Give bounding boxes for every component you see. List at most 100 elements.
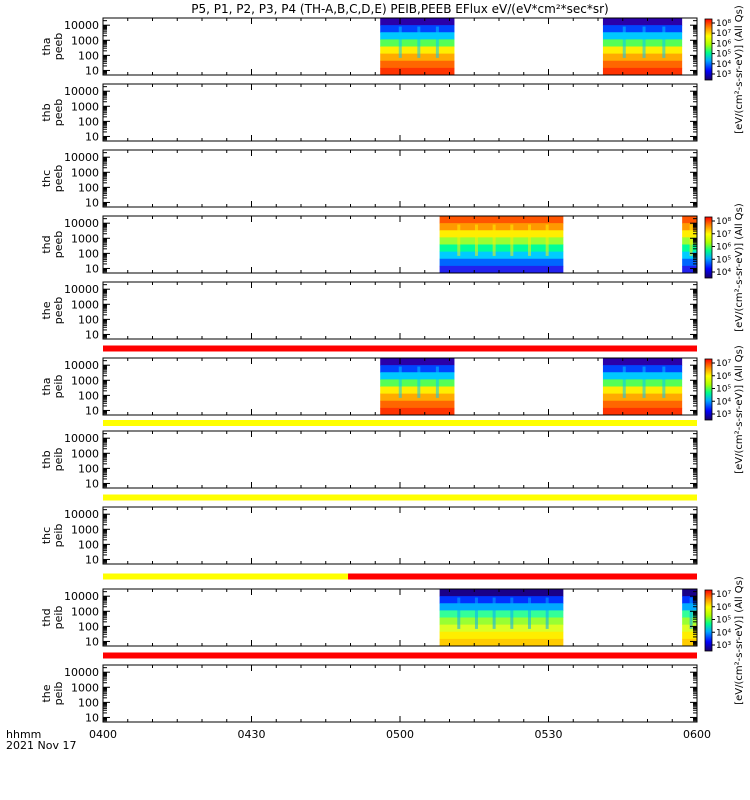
y-tick-label: 100: [78, 620, 99, 633]
spectrogram-streak: [457, 224, 461, 256]
y-tick-label: 10000: [64, 590, 99, 603]
colorbar-tick-label: 10³: [716, 641, 731, 651]
y-tick-label: 10: [85, 262, 99, 275]
panel-frame: [102, 149, 698, 208]
colorbar-tick-label: 10⁴: [716, 628, 731, 638]
panel-label: thdpeeb: [40, 231, 65, 259]
spectrogram-streak: [689, 224, 693, 256]
spectrogram-streak: [417, 366, 421, 398]
spectrogram-band: [439, 617, 564, 626]
status-bar-segment: [103, 420, 697, 426]
y-tick-label: 100: [78, 49, 99, 62]
colorbar-tick-label: 10⁷: [716, 29, 731, 39]
spectrogram-band: [380, 60, 455, 69]
spectrogram-streak: [545, 597, 549, 629]
spectrogram-band: [439, 258, 564, 267]
panel-frame: [102, 215, 698, 274]
product-label: peib: [52, 682, 65, 706]
y-tick-label: 1000: [71, 605, 99, 618]
colorbar-tick-label: 10⁵: [716, 255, 731, 265]
panel-frame: [102, 506, 698, 565]
colorbar-tick-label: 10⁷: [716, 230, 731, 240]
spectrogram-streak: [398, 366, 402, 398]
spectrogram-band: [439, 216, 564, 224]
x-tick-label: 0430: [238, 728, 266, 741]
product-label: peeb: [52, 99, 65, 127]
product-label: peib: [52, 524, 65, 548]
colorbar-tick-label: 10³: [716, 410, 731, 420]
product-label: peeb: [52, 33, 65, 61]
spectrogram-band: [380, 400, 455, 409]
spectrogram-band: [682, 589, 697, 597]
probe-label: the: [40, 301, 53, 319]
spectrogram-band: [439, 223, 564, 231]
y-tick-label: 10000: [64, 666, 99, 679]
spectrogram-streak: [662, 366, 666, 398]
panel-frame: [102, 281, 698, 340]
x-tick-label: 0600: [683, 728, 711, 741]
colorbar: [704, 589, 713, 652]
colorbar-tick-label: 10⁶: [716, 243, 731, 253]
status-bar-segment: [103, 652, 697, 659]
probe-label: tha: [40, 37, 53, 55]
colorbar-tick-label: 10⁷: [716, 359, 731, 369]
spectrogram-streak: [510, 224, 514, 256]
probe-label: tha: [40, 377, 53, 395]
y-tick-label: 1000: [71, 523, 99, 536]
figure-title: P5, P1, P2, P3, P4 (TH-A,B,C,D,E) PEIB,P…: [191, 2, 608, 16]
probe-label: thc: [40, 527, 53, 544]
panel-label: thcpeeb: [40, 165, 65, 193]
y-tick-label: 1000: [71, 34, 99, 47]
colorbar: [704, 358, 713, 421]
product-label: peeb: [52, 297, 65, 325]
spectrogram-band: [602, 67, 683, 76]
colorbar-label: [eV/(cm²-s-sr-eV)] (All Qs): [734, 203, 745, 332]
status-bars: [103, 345, 697, 659]
spectrogram-streak: [435, 366, 439, 398]
y-tick-label: 10: [85, 553, 99, 566]
colorbar-tick-label: 10⁵: [716, 50, 731, 60]
panel-thd-peib: 10 100 1000 10000 thdpeib: [40, 588, 698, 648]
spectrogram-band: [682, 265, 697, 274]
spectrogram-streak: [545, 224, 549, 256]
y-tick-label: 10000: [64, 508, 99, 521]
y-tick-label: 10000: [64, 85, 99, 98]
panel-label: thapeib: [40, 375, 65, 399]
spectrogram-band: [602, 407, 683, 416]
spectrogram-band: [439, 624, 564, 633]
spectrogram-streak: [457, 597, 461, 629]
spectrogram-band: [602, 400, 683, 409]
spectrogram-band: [439, 610, 564, 618]
spectrogram-band: [602, 18, 683, 26]
y-tick-label: 1000: [71, 100, 99, 113]
y-tick-label: 10: [85, 477, 99, 490]
status-bar-segment: [103, 494, 697, 501]
probe-label: thc: [40, 170, 53, 187]
spectrogram-streak: [622, 26, 626, 58]
panel-stack: 10100100010000thapeeb10100100010000thbpe…: [40, 17, 698, 724]
spectrogram-band: [380, 67, 455, 76]
y-tick-label: 10: [85, 635, 99, 648]
y-tick-label: 10: [85, 328, 99, 341]
spectrogram-streak: [527, 597, 531, 629]
spectrogram-band: [439, 638, 564, 647]
spectrogram-streak: [642, 26, 646, 58]
spectrogram-band: [380, 18, 455, 26]
y-tick-label: 100: [78, 462, 99, 475]
colorbar-tick-label: 10⁴: [716, 60, 731, 70]
product-label: peib: [52, 375, 65, 399]
spectrogram-band: [439, 244, 564, 253]
spectrogram-streak: [662, 26, 666, 58]
spectrogram-band: [682, 258, 697, 267]
y-tick-label: 100: [78, 696, 99, 709]
panel-thc-peib: 10 100 1000 10000 thcpeib: [40, 506, 698, 566]
x-footer-label: hhmm: [6, 728, 41, 741]
colorbar-label: [eV/(cm²-s-sr-eV)] (All Qs): [734, 345, 745, 474]
panel-label: thapeeb: [40, 33, 65, 61]
x-tick-label: 0530: [535, 728, 563, 741]
